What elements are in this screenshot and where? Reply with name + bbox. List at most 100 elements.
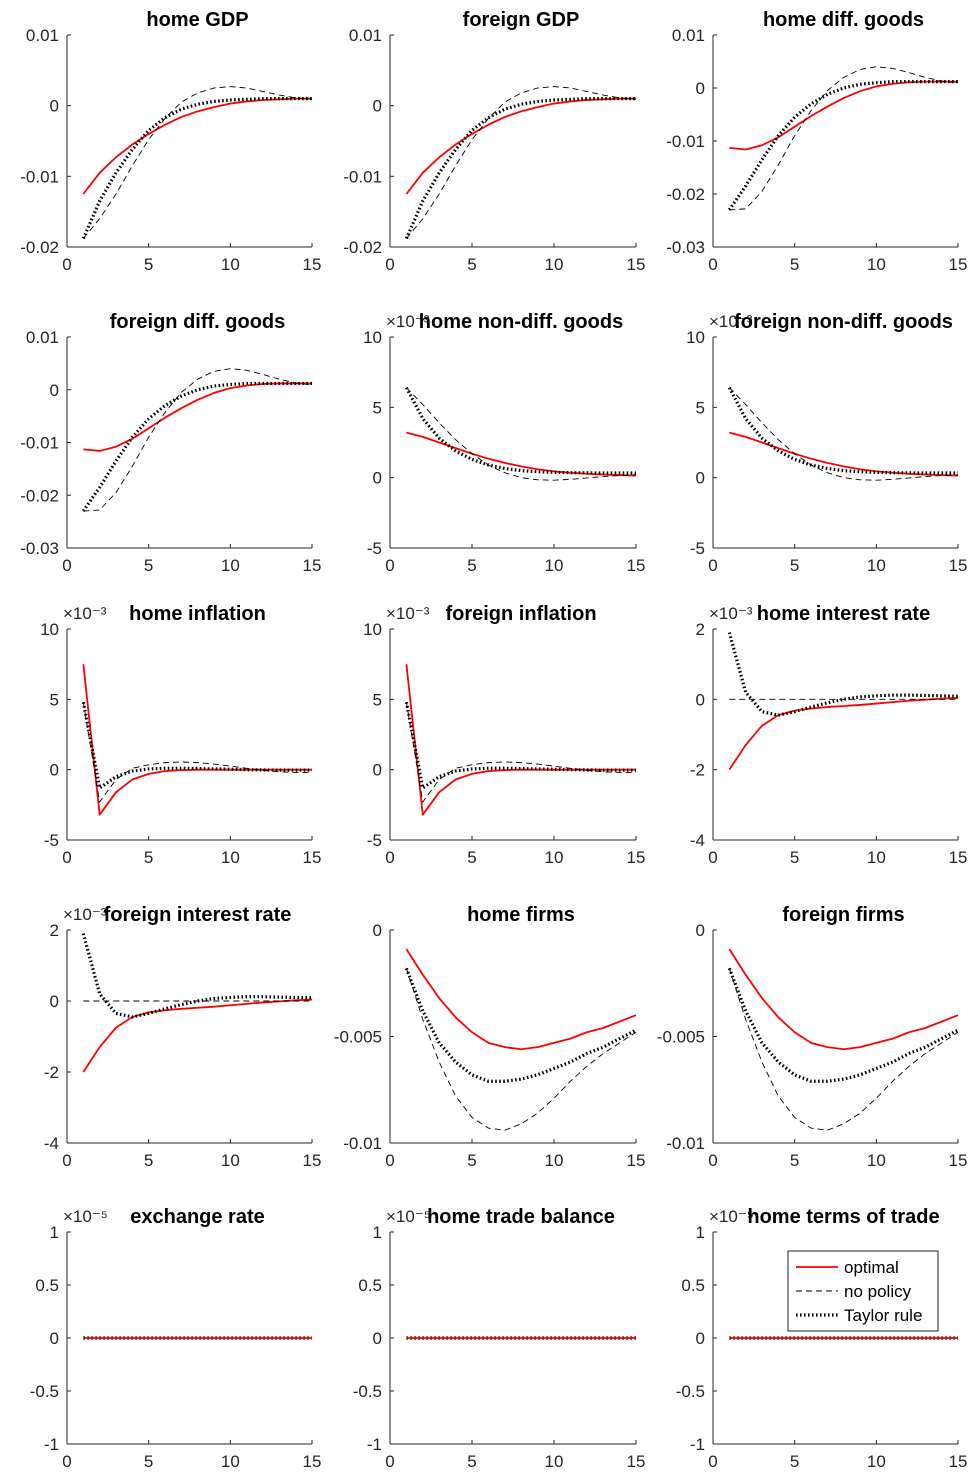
y-tick-label: -0.005: [657, 1028, 705, 1047]
x-tick-label: 10: [221, 1151, 240, 1170]
y-tick-label: 5: [373, 398, 382, 417]
x-tick-label: 5: [790, 848, 799, 867]
y-tick-label: -5: [367, 831, 382, 850]
x-tick-label: 15: [303, 255, 322, 274]
legend-label: optimal: [844, 1258, 899, 1277]
x-tick-label: 15: [303, 848, 322, 867]
x-tick-label: 0: [62, 848, 71, 867]
y-tick-label: 1: [50, 1223, 59, 1242]
y-tick-label: 10: [363, 620, 382, 639]
y-tick-label: -0.01: [20, 434, 59, 453]
x-tick-label: 10: [867, 1452, 886, 1471]
y-tick-label: -0.02: [20, 486, 59, 505]
y-tick-label: -0.02: [666, 185, 705, 204]
series-line-taylor: [404, 96, 636, 240]
legend-label: Taylor rule: [844, 1306, 922, 1325]
subplot-3: 0 5 10 15 -0.03 -0.02 -0.01 0 0.01 home diff. goo…: [666, 9, 967, 274]
subplot-title: home firms: [467, 904, 575, 926]
x-tick-label: 15: [303, 1151, 322, 1170]
y-tick-label: -4: [44, 1134, 59, 1153]
x-tick-label: 5: [467, 1151, 476, 1170]
x-tick-label: 5: [144, 255, 153, 274]
y-tick-label: -0.03: [666, 238, 705, 257]
subplot-title: home interest rate: [757, 603, 930, 625]
y-tick-label: 0: [50, 992, 59, 1011]
x-tick-label: 5: [467, 848, 476, 867]
y-tick-label: 0: [50, 381, 59, 400]
series-line-optimal: [729, 80, 958, 151]
y-tick-label: -5: [44, 831, 59, 850]
y-tick-label: 5: [373, 690, 382, 709]
series-line-no-policy: [83, 368, 313, 512]
series-line-optimal: [729, 431, 959, 477]
x-tick-label: 0: [62, 556, 71, 575]
y-tick-label: 0: [373, 761, 382, 780]
legend-label: no policy: [844, 1282, 912, 1301]
y-tick-label: 1: [696, 1223, 705, 1242]
x-tick-label: 10: [867, 1151, 886, 1170]
y-tick-label: -0.01: [666, 132, 705, 151]
series-line-taylor: [404, 967, 637, 1083]
y-tick-label: 0: [696, 1329, 705, 1348]
y-tick-label: 0.5: [358, 1276, 382, 1295]
x-tick-label: 0: [62, 1151, 71, 1170]
y-exponent-label: ×10⁻³: [386, 312, 430, 331]
x-tick-label: 10: [545, 848, 564, 867]
x-tick-label: 0: [708, 255, 717, 274]
y-tick-label: 0: [50, 1329, 59, 1348]
series-line-optimal: [82, 998, 313, 1073]
y-exponent-label: ×10⁻³: [709, 604, 753, 623]
y-tick-label: 2: [696, 620, 705, 639]
x-tick-label: 15: [949, 1151, 968, 1170]
series-line-optimal: [405, 664, 636, 816]
subplot-2: 0 5 10 15 -0.02 -0.01 0 0.01 foreign GDP: [343, 9, 645, 274]
subplot-1: 0 5 10 15 -0.02 -0.01 0 0.01 home GDP: [20, 9, 321, 274]
y-tick-label: -0.005: [334, 1028, 382, 1047]
y-tick-label: 0: [50, 97, 59, 116]
y-tick-label: 0: [373, 97, 382, 116]
x-tick-label: 0: [385, 1151, 394, 1170]
series-line-optimal: [728, 697, 959, 771]
x-tick-label: 0: [708, 1452, 717, 1471]
x-tick-label: 0: [708, 556, 717, 575]
y-exponent-label: ×10⁻³: [63, 604, 107, 623]
y-tick-label: 2: [50, 921, 59, 940]
x-tick-label: 10: [545, 1151, 564, 1170]
x-tick-label: 15: [627, 255, 646, 274]
y-tick-label: -2: [44, 1063, 59, 1082]
subplot-title: home terms of trade: [747, 1206, 939, 1228]
subplot-title: exchange rate: [130, 1206, 265, 1228]
x-tick-label: 5: [790, 1452, 799, 1471]
x-tick-label: 5: [467, 255, 476, 274]
series-line-no-policy: [405, 968, 637, 1131]
series-line-optimal: [405, 97, 636, 195]
x-tick-label: 0: [708, 848, 717, 867]
series-line-taylor: [81, 96, 312, 240]
series-line-no-policy: [729, 66, 959, 211]
y-tick-label: -0.03: [20, 539, 59, 558]
x-tick-label: 5: [144, 848, 153, 867]
x-tick-label: 15: [949, 556, 968, 575]
y-tick-label: -1: [367, 1435, 382, 1454]
series-line-optimal: [82, 664, 312, 816]
y-tick-label: -0.01: [666, 1134, 705, 1153]
y-exponent-label: ×10⁻⁵: [386, 1207, 431, 1226]
x-tick-label: 5: [790, 556, 799, 575]
y-tick-label: -1: [44, 1435, 59, 1454]
y-tick-label: -0.02: [20, 238, 59, 257]
y-tick-label: 5: [696, 398, 705, 417]
x-tick-label: 15: [949, 1452, 968, 1471]
x-tick-label: 15: [627, 1452, 646, 1471]
y-tick-label: 0: [373, 469, 382, 488]
x-tick-label: 10: [545, 556, 564, 575]
y-tick-label: 0: [50, 761, 59, 780]
series-line-taylor: [81, 701, 312, 790]
x-tick-label: 15: [627, 1151, 646, 1170]
x-tick-label: 15: [627, 848, 646, 867]
x-tick-label: 5: [467, 556, 476, 575]
